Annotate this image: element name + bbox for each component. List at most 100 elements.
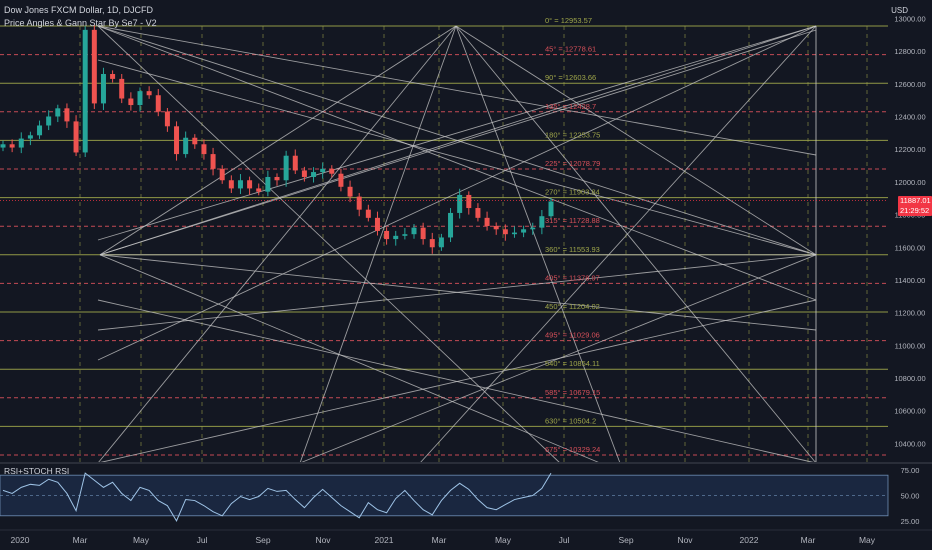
candle-body xyxy=(374,217,380,231)
y-tick-label: 12800.00 xyxy=(894,47,925,56)
candle-body xyxy=(283,155,289,181)
rsi-oscillator-pane[interactable]: 75.00 50.00 25.00 xyxy=(0,462,932,526)
x-tick-label: 2021 xyxy=(375,535,394,545)
gann-star-line xyxy=(97,299,817,464)
x-tick-label: Jul xyxy=(197,535,208,545)
bar-countdown: 21:29:52 xyxy=(900,205,930,215)
candle-body xyxy=(155,95,161,112)
x-tick-label: Sep xyxy=(618,535,633,545)
candle-body xyxy=(37,125,43,136)
osc-tick-label: 25.00 xyxy=(901,517,920,526)
y-tick-label: 11200.00 xyxy=(895,309,926,318)
candle-body xyxy=(475,208,481,218)
candle-body xyxy=(82,29,88,153)
candle-body xyxy=(274,176,280,181)
candle-body xyxy=(448,212,454,238)
gann-star-line xyxy=(455,25,817,464)
last-price-value: 11887.01 xyxy=(900,196,931,205)
candle-body xyxy=(110,73,116,79)
gann-star-line xyxy=(97,25,817,301)
gann-star-line xyxy=(99,254,601,464)
price-axis[interactable]: 13000.00 12800.00 12600.00 12400.00 12200.00… xyxy=(0,0,932,530)
candle-body xyxy=(356,196,362,210)
y-tick-label: 11000.00 xyxy=(895,341,926,350)
candle-body xyxy=(46,116,52,126)
candle-body xyxy=(292,155,298,171)
candle-body xyxy=(393,235,399,240)
gann-star-line xyxy=(99,25,457,256)
gann-level-labels: 0° = 12953.57 45° = 12778.61 90° = 12603.6… xyxy=(545,16,600,454)
gann-level-label: 360° = 11553.93 xyxy=(545,245,600,254)
candle-body xyxy=(55,108,61,117)
candle-body xyxy=(164,111,170,127)
candle-body xyxy=(511,232,517,235)
gann-star-line xyxy=(419,25,817,464)
y-tick-label: 10400.00 xyxy=(894,439,925,448)
candle-body xyxy=(301,170,307,177)
gann-level-label: 630° = 10504.2 xyxy=(545,416,596,425)
osc-tick-label: 75.00 xyxy=(901,466,920,475)
gann-level-label: 90° = 12603.66 xyxy=(545,73,596,82)
candle-body xyxy=(119,78,125,99)
candle-body xyxy=(311,172,317,177)
candle-body xyxy=(64,108,70,122)
indicator-label[interactable]: Price Angles & Gann Star By Se7 - V2 xyxy=(4,18,157,28)
candle-body xyxy=(493,226,499,230)
candle-body xyxy=(228,180,234,189)
gann-level-lines xyxy=(0,25,888,456)
x-tick-label: May xyxy=(495,535,512,545)
candle-body xyxy=(502,229,508,235)
gann-star-line xyxy=(97,25,817,156)
y-tick-label: 10800.00 xyxy=(894,374,925,383)
candle-body xyxy=(174,126,180,155)
oscillator-title[interactable]: RSI+STOCH RSI xyxy=(4,466,70,476)
y-tick-label: 10600.00 xyxy=(894,407,925,416)
gann-level-label: 675° = 10329.24 xyxy=(545,445,600,454)
candle-body xyxy=(402,234,408,236)
gann-level-label: 495° = 11029.06 xyxy=(545,331,600,340)
gann-star-line xyxy=(97,59,817,256)
osc-tick-label: 50.00 xyxy=(901,491,920,500)
candle-body xyxy=(265,176,271,192)
candle-body xyxy=(219,168,225,181)
gann-level-label: 225° = 12078.79 xyxy=(545,159,600,168)
gann-star-line xyxy=(99,29,817,256)
candle-body xyxy=(100,73,106,104)
gann-star-line xyxy=(97,25,561,464)
gann-level-label: 450° = 11204.02 xyxy=(545,302,600,311)
x-tick-label: 2022 xyxy=(740,535,759,545)
candle-body xyxy=(0,144,6,148)
gann-level-label: 135° = 12428.7 xyxy=(545,102,596,111)
x-tick-label: Nov xyxy=(315,535,331,545)
x-tick-label: Jul xyxy=(559,535,570,545)
candle-body xyxy=(27,135,33,139)
y-tick-label: 12200.00 xyxy=(894,145,925,154)
x-tick-label: Mar xyxy=(801,535,816,545)
x-tick-label: Mar xyxy=(73,535,88,545)
gann-star-line xyxy=(455,25,621,464)
candle-body xyxy=(347,186,353,197)
gann-star-line xyxy=(97,25,457,464)
candle-body xyxy=(338,173,344,187)
gann-level-label: 180° = 12253.75 xyxy=(545,130,600,139)
gann-star-line xyxy=(455,25,817,256)
candle-body xyxy=(210,154,216,169)
gann-level-label: 540° = 10854.11 xyxy=(545,359,600,368)
candle-body xyxy=(256,188,262,192)
candle-body xyxy=(137,91,143,106)
gann-level-label: 0° = 12953.57 xyxy=(545,16,592,25)
candle-body xyxy=(530,227,536,230)
candle-body xyxy=(9,144,15,148)
y-tick-label: 12000.00 xyxy=(894,178,925,187)
price-axis-background xyxy=(888,0,932,530)
x-tick-label: 2020 xyxy=(11,535,30,545)
gann-level-label: 405° = 11378.97 xyxy=(545,273,600,282)
candle-body xyxy=(146,91,152,96)
gann-level-label: 315° = 11728.88 xyxy=(545,216,600,225)
time-axis[interactable]: 2020 Mar May Jul Sep Nov 2021 Mar May Jul Sep Nov 20… xyxy=(0,529,932,545)
x-tick-label: Sep xyxy=(255,535,270,545)
candle-body xyxy=(183,137,189,155)
chart-title[interactable]: Dow Jones FXCM Dollar, 1D, DJCFD xyxy=(4,5,154,15)
gann-star-line xyxy=(97,254,817,331)
